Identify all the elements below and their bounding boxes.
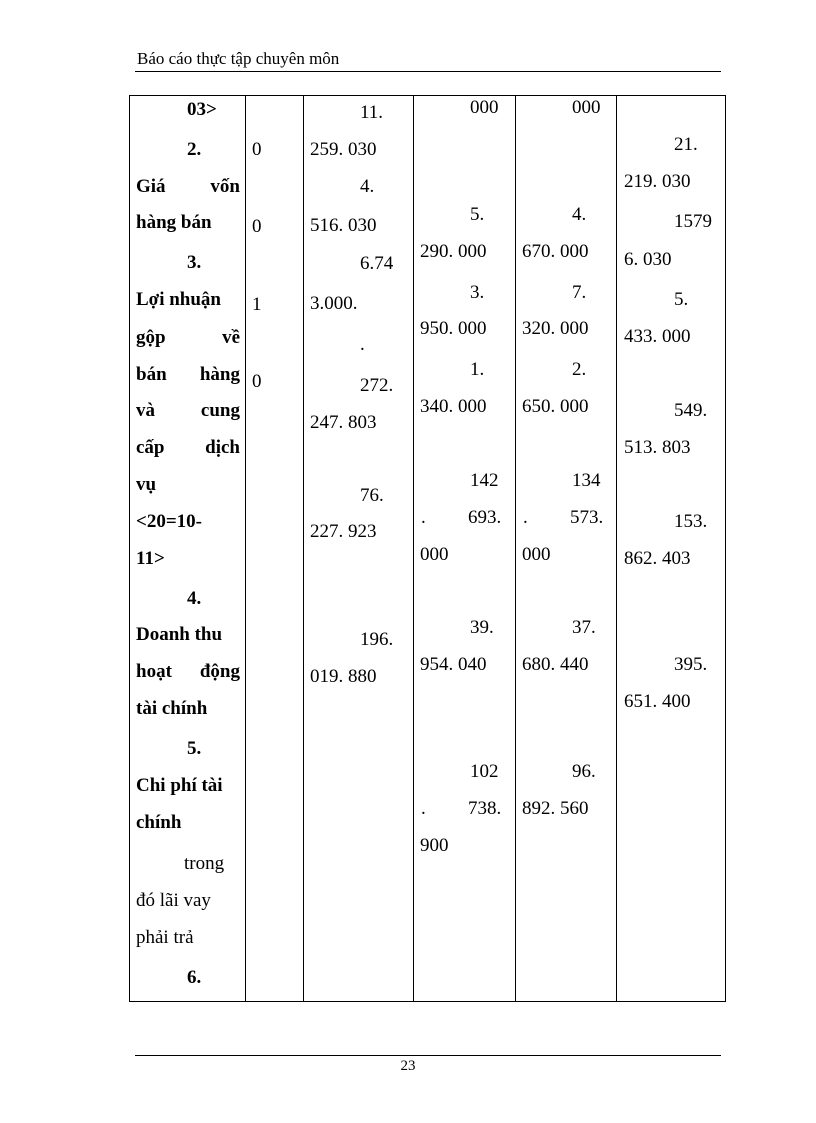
table-cell-text-col6: 433. 000 bbox=[624, 326, 691, 347]
table-cell-text-col1: vụ bbox=[136, 474, 157, 495]
table-cell-text-col1: và cung bbox=[136, 400, 240, 421]
table-cell-text-col5: 134 bbox=[572, 470, 601, 491]
table-cell-text-col3: 516. 030 bbox=[310, 215, 377, 236]
table-cell-text-col1: Lợi nhuận bbox=[136, 289, 221, 310]
table-cell-text-col4: 1. bbox=[470, 359, 485, 380]
table-cell-text-col5: 892. 560 bbox=[522, 798, 589, 819]
table-cell-text-col1: 3. bbox=[187, 252, 202, 273]
table-cell-text-col3: 4. bbox=[360, 176, 375, 197]
column-divider bbox=[303, 96, 304, 1001]
table-cell-text-col4: 000 bbox=[420, 544, 449, 565]
table-cell-text-col5: 000 bbox=[572, 97, 601, 118]
table-cell-text-col4: . bbox=[421, 798, 426, 819]
table-cell-text-col4: 290. 000 bbox=[420, 241, 487, 262]
column-divider bbox=[616, 96, 617, 1001]
table-cell-text-col5: 96. bbox=[572, 761, 596, 782]
column-divider bbox=[413, 96, 414, 1001]
table-cell-text-col3: 196. bbox=[360, 629, 394, 650]
table-cell-text-col1: phải trả bbox=[136, 927, 194, 948]
table-cell-text-col6: 219. 030 bbox=[624, 171, 691, 192]
column-divider bbox=[515, 96, 516, 1001]
table-cell-text-col1: Giá vốn bbox=[136, 176, 240, 197]
table-cell-text-col1: gộp về bbox=[136, 327, 240, 348]
table-cell-text-col1: tài chính bbox=[136, 698, 208, 719]
table-cell-text-col3: 019. 880 bbox=[310, 666, 377, 687]
table-cell-text-col1: cấp dịch bbox=[136, 437, 240, 458]
table-cell-text-col3: 11. bbox=[360, 102, 384, 123]
table-cell-text-col6: 21. bbox=[674, 134, 698, 155]
table-cell-text-col6: 549. bbox=[674, 400, 708, 421]
table-cell-text-col5: 680. 440 bbox=[522, 654, 589, 675]
table-cell-text-col6: 513. 803 bbox=[624, 437, 691, 458]
column-divider bbox=[245, 96, 246, 1001]
table-cell-text-col4: 5. bbox=[470, 204, 485, 225]
table-cell-text-col4: 39. bbox=[470, 617, 494, 638]
table-cell-text-col5: 7. bbox=[572, 282, 587, 303]
table-cell-text-col1: chính bbox=[136, 812, 182, 833]
table-cell-text-col4: 142 bbox=[470, 470, 499, 491]
footer-rule bbox=[135, 1055, 721, 1056]
table-cell-text-col5: 37. bbox=[572, 617, 596, 638]
header-rule bbox=[135, 71, 721, 72]
table-cell-text-col4: 950. 000 bbox=[420, 318, 487, 339]
table-cell-text-col4: 900 bbox=[420, 835, 449, 856]
table-cell-text-col2: 0 bbox=[252, 371, 262, 392]
table-cell-text-col1: <20=10- bbox=[136, 511, 202, 532]
table-cell-text-col6: 651. 400 bbox=[624, 691, 691, 712]
table-cell-text-col1: 6. bbox=[187, 967, 202, 988]
table-cell-text-col4: 3. bbox=[470, 282, 485, 303]
table-cell-text-col3: 76. bbox=[360, 485, 384, 506]
table-cell-text-col1: 4. bbox=[187, 588, 202, 609]
table-cell-text-col4: 693. bbox=[468, 507, 502, 528]
table-cell-text-col1: 11> bbox=[136, 548, 165, 569]
table-cell-text-col6: 862. 403 bbox=[624, 548, 691, 569]
table-cell-text-col6: 6. 030 bbox=[624, 249, 672, 270]
table-cell-text-col5: 670. 000 bbox=[522, 241, 589, 262]
table-cell-text-col6: 153. bbox=[674, 511, 708, 532]
table-cell-text-col6: 395. bbox=[674, 654, 708, 675]
table-cell-text-col2: 0 bbox=[252, 216, 262, 237]
table-cell-text-col5: 650. 000 bbox=[522, 396, 589, 417]
table-cell-text-col1: bán hàng bbox=[136, 364, 240, 385]
financial-table: 03> 2. Giá vốn hàng bán 3. Lợi nhuận gộp về bán hà… bbox=[129, 95, 726, 1002]
document-header-title: Báo cáo thực tập chuyên môn bbox=[137, 49, 340, 68]
table-cell-text-col6: 1579 bbox=[674, 211, 712, 232]
table-cell-text-col5: . bbox=[523, 507, 528, 528]
table-cell-text-col1: hàng bán bbox=[136, 212, 212, 233]
table-cell-text-col3: 272. bbox=[360, 375, 394, 396]
table-cell-text-col1: đó lãi vay bbox=[136, 890, 211, 911]
table-cell-text-col1: hoạt động bbox=[136, 661, 240, 682]
table-cell-text-col5: 320. 000 bbox=[522, 318, 589, 339]
table-cell-text-col4: . bbox=[421, 507, 426, 528]
table-cell-text-col5: 4. bbox=[572, 204, 587, 225]
table-cell-text-col1: 03> bbox=[187, 99, 217, 120]
table-cell-text-col2: 1 bbox=[252, 294, 262, 315]
table-cell-text-col4: 000 bbox=[470, 97, 499, 118]
table-cell-text-col3: 6.74 bbox=[360, 253, 394, 274]
table-cell-text-col4: 954. 040 bbox=[420, 654, 487, 675]
table-cell-text-col4: 738. bbox=[468, 798, 502, 819]
table-cell-text-col6: 5. bbox=[674, 289, 689, 310]
table-cell-text-col4: 102 bbox=[470, 761, 499, 782]
table-cell-text-col1: 2. bbox=[187, 139, 202, 160]
table-cell-text-col1: 5. bbox=[187, 738, 202, 759]
table-cell-text-col3: 227. 923 bbox=[310, 521, 377, 542]
table-cell-text-col1: Chi phí tài bbox=[136, 775, 223, 796]
table-cell-text-col3: 3.000. bbox=[310, 293, 358, 314]
table-cell-text-col3: . bbox=[360, 334, 365, 355]
table-cell-text-col5: 000 bbox=[522, 544, 551, 565]
table-cell-text-col3: 247. 803 bbox=[310, 412, 377, 433]
table-cell-text-col4: 340. 000 bbox=[420, 396, 487, 417]
table-cell-text-col5: 2. bbox=[572, 359, 587, 380]
table-cell-text-col3: 259. 030 bbox=[310, 139, 377, 160]
page-number: 23 bbox=[400, 1058, 416, 1074]
table-cell-text-col5: 573. bbox=[570, 507, 604, 528]
table-cell-text-col1: Doanh thu bbox=[136, 624, 223, 645]
table-cell-text-col1: trong bbox=[184, 853, 225, 874]
table-cell-text-col2: 0 bbox=[252, 139, 262, 160]
